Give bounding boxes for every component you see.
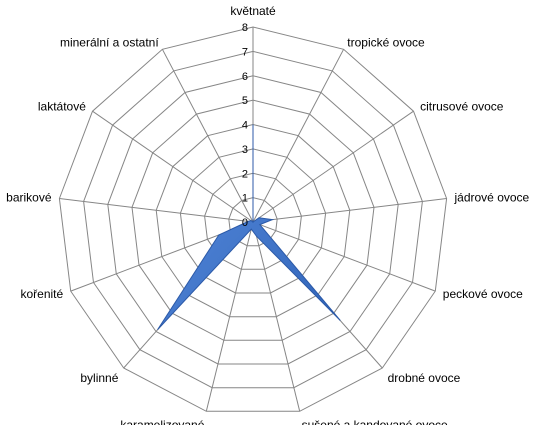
tick-label-5: 5 bbox=[242, 95, 248, 107]
category-label-12: minerální a ostatní bbox=[60, 35, 159, 49]
tick-label-6: 6 bbox=[242, 71, 248, 83]
category-label-10: barikové bbox=[6, 191, 52, 205]
category-label-layer: květnaté tropické ovoce citrusové ovoce jád… bbox=[6, 4, 529, 425]
category-label-0: květnaté bbox=[230, 4, 276, 18]
grid-ring-4 bbox=[155, 123, 351, 318]
category-label-9: kořenité bbox=[20, 287, 63, 301]
grid-ring-1 bbox=[228, 197, 278, 247]
category-label-1: tropické ovoce bbox=[347, 35, 425, 49]
tick-label-0: 0 bbox=[242, 217, 248, 229]
tick-label-4: 4 bbox=[242, 120, 248, 132]
tick-label-8: 8 bbox=[242, 22, 248, 34]
tick-layer: 0 1 2 3 4 5 6 7 8 bbox=[242, 22, 248, 229]
series-area-0 bbox=[157, 124, 341, 330]
tick-label-3: 3 bbox=[242, 144, 248, 156]
category-label-4: peckové ovoce bbox=[443, 287, 523, 301]
spoke-2 bbox=[252, 110, 414, 223]
spoke-12 bbox=[161, 49, 254, 223]
grid-ring-8 bbox=[58, 26, 448, 412]
tick-label-2: 2 bbox=[242, 168, 248, 180]
category-label-6: sušené a kandované ovoce bbox=[302, 418, 448, 425]
spoke-7 bbox=[205, 221, 254, 412]
category-label-11: laktátové bbox=[38, 100, 86, 114]
category-label-7: karamelizované bbox=[120, 418, 204, 425]
grid-ring-5 bbox=[131, 99, 375, 341]
spoke-6 bbox=[252, 221, 301, 412]
grid-ring-3 bbox=[179, 148, 327, 294]
category-label-3: jádrové ovoce bbox=[454, 191, 530, 205]
grid-ring-2 bbox=[204, 172, 302, 270]
series-layer bbox=[157, 124, 341, 330]
grid-ring-6 bbox=[107, 75, 399, 365]
grid-ring-7 bbox=[83, 50, 423, 389]
category-label-8: bylinné bbox=[80, 371, 118, 385]
spoke-3 bbox=[252, 198, 447, 223]
spoke-11 bbox=[92, 110, 254, 223]
grid-layer bbox=[58, 26, 448, 412]
tick-label-1: 1 bbox=[242, 193, 248, 205]
category-label-5: drobné ovoce bbox=[388, 371, 461, 385]
spoke-4 bbox=[252, 221, 436, 292]
spoke-1 bbox=[252, 49, 345, 223]
category-label-2: citrusové ovoce bbox=[420, 100, 504, 114]
spoke-10 bbox=[59, 198, 254, 223]
tick-label-7: 7 bbox=[242, 46, 248, 58]
